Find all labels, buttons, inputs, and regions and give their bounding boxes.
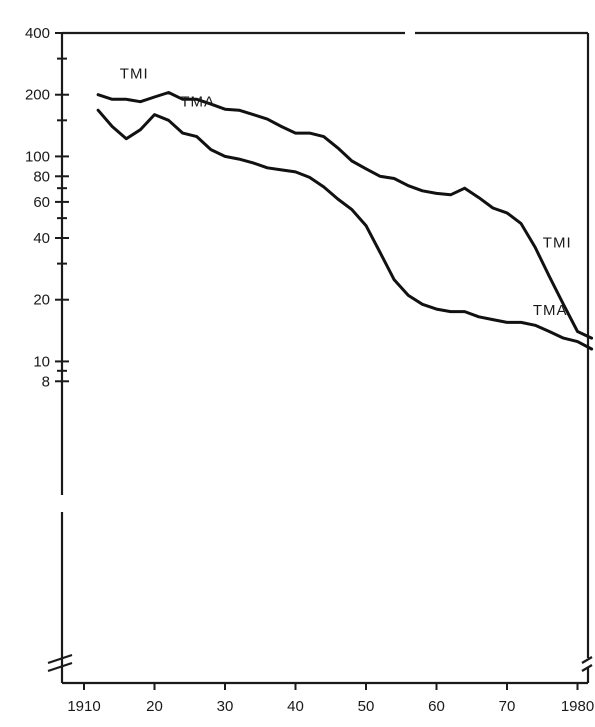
y-tick-label: 400 <box>25 25 50 42</box>
x-tick-label: 50 <box>358 698 375 715</box>
y-tick-label: 100 <box>25 148 50 165</box>
y-tick-label: 80 <box>33 168 50 185</box>
series-label-tma: TMA <box>180 94 215 111</box>
x-tick-label: 1980 <box>561 698 594 715</box>
y-tick-label: 40 <box>33 230 50 247</box>
series-label-tmi: TMI <box>543 234 572 251</box>
y-tick-label: 200 <box>25 87 50 104</box>
y-axis-ticks: 400 200 100 80 60 40 20 10 8 <box>25 25 69 390</box>
x-tick-label: 60 <box>428 698 445 715</box>
series-label-tmi: TMI <box>120 65 149 82</box>
series-label-tma: TMA <box>533 302 568 319</box>
series-line-tmi <box>96 91 594 340</box>
x-tick-label: 40 <box>287 698 304 715</box>
series-lines <box>96 91 594 351</box>
x-axis-ticks: 1910 20 30 40 50 60 70 1980 <box>67 683 594 715</box>
x-tick-label: 1910 <box>67 698 100 715</box>
y-tick-label: 10 <box>33 353 50 370</box>
right-axis-break-mark <box>581 656 593 672</box>
x-tick-label: 30 <box>217 698 234 715</box>
series-line-tma <box>96 108 594 351</box>
y-tick-label: 8 <box>42 373 50 390</box>
y-axis-break-mark <box>47 653 73 673</box>
y-tick-label: 60 <box>33 194 50 211</box>
x-tick-label: 70 <box>499 698 516 715</box>
y-tick-label: 20 <box>33 292 50 309</box>
axes <box>47 31 593 685</box>
x-tick-label: 20 <box>146 698 163 715</box>
series-labels: TMI TMI TMA TMA <box>120 65 572 319</box>
